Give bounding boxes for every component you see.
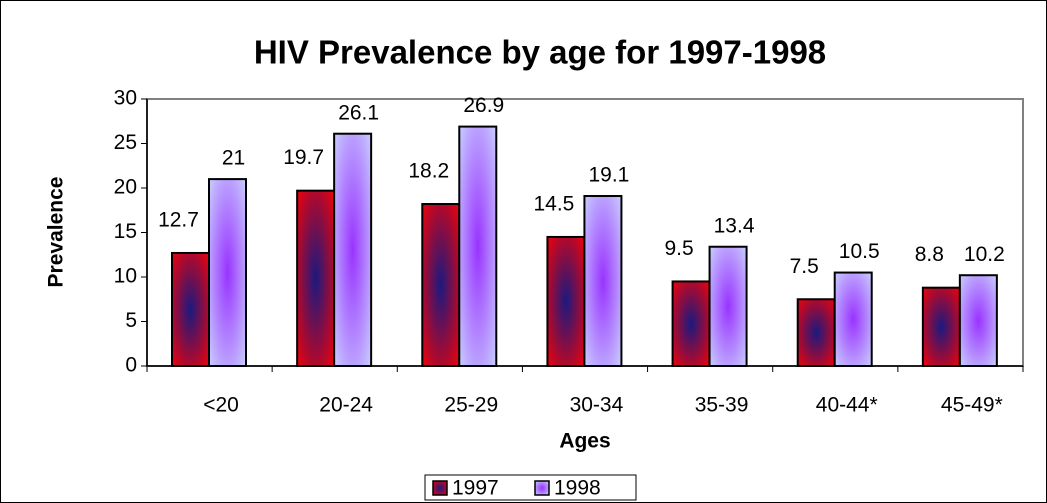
bar <box>546 235 586 367</box>
legend-swatch <box>534 480 550 496</box>
bar <box>583 195 623 367</box>
x-tick-label: <20 <box>203 394 239 417</box>
value-label: 14.5 <box>533 192 574 215</box>
x-tick-label: 40-44* <box>816 394 878 417</box>
value-label: 19.1 <box>588 164 629 187</box>
value-label: 26.1 <box>338 101 379 124</box>
bar <box>796 298 836 367</box>
chart-title: HIV Prevalence by age for 1997-1998 <box>254 34 826 71</box>
legend-box <box>424 474 637 501</box>
x-axis-label: Ages <box>559 430 610 453</box>
x-tick-label: 25-29 <box>444 394 498 417</box>
value-label: 21 <box>222 147 245 170</box>
legend-swatch <box>432 480 448 496</box>
value-label: 8.8 <box>915 243 944 266</box>
bar <box>708 245 748 368</box>
x-tick-label: 45-49* <box>941 394 1003 417</box>
y-tick-label: 0 <box>125 354 137 377</box>
value-label: 19.7 <box>283 146 324 169</box>
x-tick-label: 20-24 <box>319 394 373 417</box>
value-label: 10.2 <box>964 243 1005 266</box>
bar <box>296 189 336 367</box>
y-tick-label: 10 <box>114 265 137 288</box>
value-label: 13.4 <box>714 214 755 237</box>
bar <box>921 286 961 367</box>
value-label: 7.5 <box>790 255 819 278</box>
y-tick-label: 5 <box>125 309 137 332</box>
bar <box>333 132 373 367</box>
value-label: 18.2 <box>408 160 449 183</box>
legend-label: 1997 <box>452 477 499 500</box>
bar <box>421 203 461 367</box>
value-label: 9.5 <box>664 237 693 260</box>
x-tick-label: 35-39 <box>695 394 749 417</box>
y-axis-label: Prevalence <box>45 177 68 288</box>
y-tick-label: 30 <box>114 87 137 110</box>
bar <box>958 274 998 367</box>
bar <box>833 271 873 367</box>
bar <box>171 251 210 367</box>
y-tick-label: 25 <box>114 131 137 154</box>
bar <box>208 178 247 367</box>
y-tick-label: 20 <box>114 176 137 199</box>
legend-label: 1998 <box>554 477 601 500</box>
bar <box>671 280 711 368</box>
x-tick-label: 30-34 <box>570 394 624 417</box>
y-tick-label: 15 <box>114 220 137 243</box>
value-label: 10.5 <box>839 240 880 263</box>
value-label: 26.9 <box>463 94 504 117</box>
value-label: 12.7 <box>158 209 199 232</box>
bar <box>458 125 498 367</box>
